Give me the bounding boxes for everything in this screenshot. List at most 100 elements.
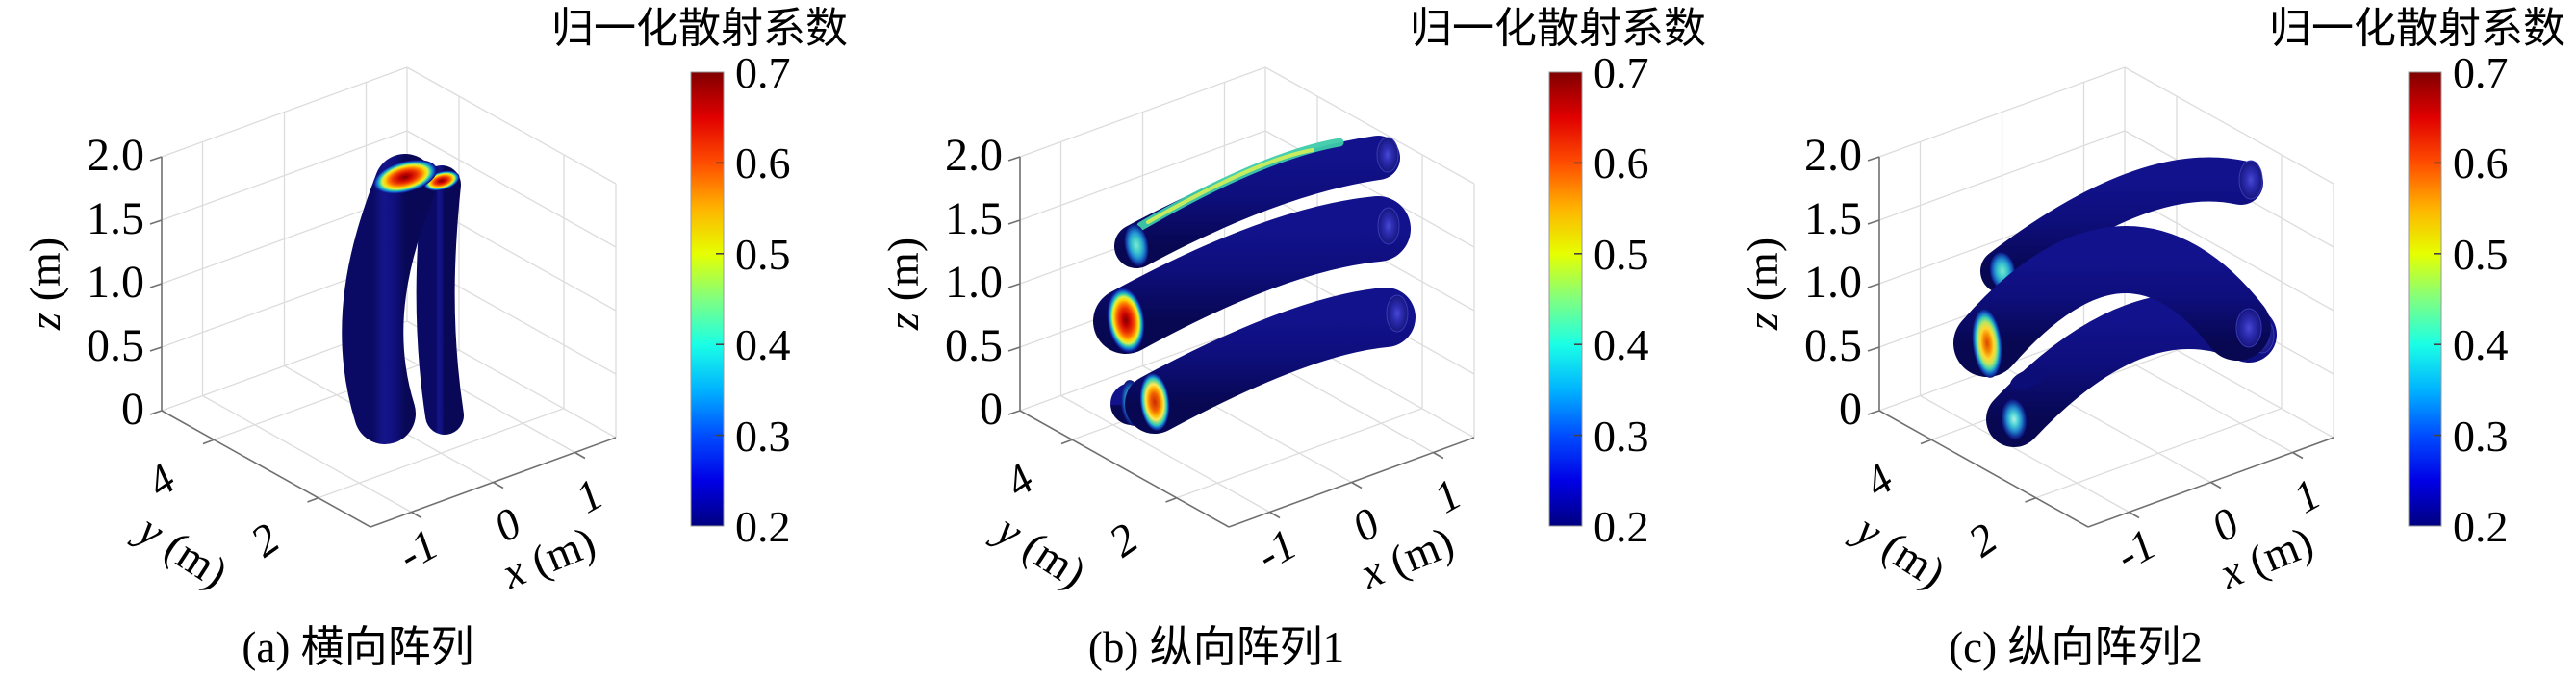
panel-a: 2.0 1.5 1.0 0.5 0 4 2 -1 0 1 z(m) y(m) x… [20, 5, 848, 671]
z-tick-label: 1.0 [87, 257, 144, 308]
surface-beam-middle [1093, 196, 1411, 354]
y-tick-label: 2 [1959, 514, 2005, 566]
hotspot-endcap-top [1124, 224, 1149, 266]
z-axis-label: z(m) [879, 238, 928, 331]
surface-beam-top [1980, 157, 2263, 293]
colorbar-tick-label: 0.7 [1594, 48, 1649, 97]
colorbar-tick-label: 0.7 [2453, 48, 2509, 97]
x-tick-label: 0 [486, 498, 529, 552]
flare-tip-middle [2235, 308, 2262, 348]
flare-tip-top [1376, 137, 1399, 173]
panel-b: 2.0 1.5 1.0 0.5 0 4 2 -1 0 1 z(m) y(m) x… [879, 5, 1706, 671]
isosurfaces-beams [1093, 136, 1416, 434]
y-axis-label: y(m) [1845, 503, 1954, 598]
panel-c: 2.0 1.5 1.0 0.5 0 4 2 -1 0 1 z(m) y(m) x… [1738, 5, 2565, 671]
z-axis-tick-labels: 2.0 1.5 1.0 0.5 0 [87, 130, 144, 435]
z-tick-label: 1.0 [1804, 257, 1862, 308]
surface-beam-top [1114, 136, 1400, 268]
isosurfaces-beams [1953, 157, 2277, 447]
colorbar-tick-label: 0.6 [1594, 138, 1649, 188]
hotspot-endcap-middle [1107, 288, 1145, 353]
x-tick-label: -1 [1248, 519, 1305, 580]
caption-c: (c) 纵向阵列2 [1949, 623, 2203, 671]
z-tick-label: 0.5 [87, 320, 144, 371]
y-tick-label: 4 [1855, 454, 1901, 507]
colorbar-tick-label: 0.7 [735, 48, 791, 97]
caption-a: (a) 横向阵列 [242, 623, 473, 671]
colorbar-tick-label: 0.4 [1594, 320, 1649, 369]
y-tick-label: 2 [242, 514, 288, 566]
flare-tip-bottom [1386, 294, 1409, 333]
z-tick-label: 0 [121, 384, 144, 435]
z-axis-tick-labels: 2.0 1.5 1.0 0.5 0 [1804, 130, 1862, 435]
colorbar: 归一化散射系数 0.7 0.6 0.5 0.4 0.3 0.2 [1410, 5, 1706, 551]
surface-column-left [342, 154, 436, 444]
z-tick-label: 2.0 [1804, 130, 1862, 181]
z-tick-label: 0 [980, 384, 1003, 435]
colorbar-ticks [1574, 162, 1582, 437]
y-axis-label: y(m) [127, 503, 237, 598]
x-tick-label: 0 [2204, 498, 2247, 552]
flare-tip-middle [1377, 207, 1400, 245]
z-axis-label: z(m) [20, 238, 69, 331]
colorbar-gradient [690, 71, 725, 527]
hotspot-endcap-bottom [2001, 399, 2028, 439]
x-tick-label: 1 [568, 469, 611, 523]
x-tick-label: 1 [2285, 469, 2329, 523]
colorbar-tick-label: 0.3 [735, 412, 791, 461]
colorbar-tick-label: 0.4 [2453, 320, 2509, 369]
surface-beam-middle [1953, 226, 2271, 377]
colorbar-ticks [2434, 162, 2441, 437]
y-axis-label: y(m) [985, 503, 1095, 598]
z-tick-label: 0 [1839, 384, 1862, 435]
colorbar: 归一化散射系数 0.7 0.6 0.5 0.4 0.3 0.2 [2269, 5, 2565, 551]
colorbar-tick-label: 0.3 [2453, 412, 2509, 461]
surface-beam-bottom [1125, 288, 1416, 434]
isosurfaces-columns [342, 154, 464, 444]
axis-frame [149, 156, 617, 528]
z-tick-label: 1.5 [945, 193, 1003, 244]
flare-tip-top [2238, 160, 2263, 200]
z-axis-tick-labels: 2.0 1.5 1.0 0.5 0 [945, 130, 1003, 435]
colorbar-tick-label: 0.6 [2453, 138, 2509, 188]
x-tick-label: 1 [1426, 469, 1469, 523]
colorbar-title: 归一化散射系数 [1410, 5, 1706, 52]
y-tick-label: 2 [1100, 514, 1146, 566]
z-tick-label: 2.0 [945, 130, 1003, 181]
colorbar: 归一化散射系数 0.7 0.6 0.5 0.4 0.3 0.2 [551, 5, 848, 551]
x-tick-label: 0 [1344, 498, 1388, 552]
hotspot-endcap-middle [1972, 309, 2002, 378]
colorbar-title: 归一化散射系数 [2269, 5, 2565, 52]
colorbar-tick-label: 0.5 [1594, 230, 1649, 279]
z-tick-label: 1.5 [1804, 193, 1862, 244]
caption-b: (b) 纵向阵列1 [1088, 623, 1344, 671]
surface-column-right [416, 165, 464, 435]
colorbar-tick-label: 0.5 [2453, 230, 2509, 279]
axis-frame [1007, 156, 1475, 528]
beam-top-ridge-stripe-core [1146, 148, 1314, 224]
colorbar-ticks [716, 162, 724, 437]
z-tick-label: 0.5 [945, 320, 1003, 371]
z-tick-label: 1.0 [945, 257, 1003, 308]
y-tick-label: 4 [996, 454, 1042, 507]
colorbar-title: 归一化散射系数 [551, 5, 848, 52]
hotspot-endcap-left [372, 160, 438, 194]
colorbar-tick-label: 0.4 [735, 320, 791, 369]
z-axis-label: z(m) [1738, 238, 1787, 331]
z-tick-label: 0.5 [1804, 320, 1862, 371]
axis-frame [1867, 156, 2334, 528]
z-tick-label: 1.5 [87, 193, 144, 244]
colorbar-gradient [2408, 71, 2442, 527]
z-tick-label: 2.0 [87, 130, 144, 181]
colorbar-tick-label: 0.2 [2453, 502, 2509, 551]
colorbar-tick-label: 0.2 [735, 502, 791, 551]
colorbar-tick-label: 0.5 [735, 230, 791, 279]
x-tick-label: -1 [2107, 519, 2164, 580]
surface-fin [2010, 368, 2045, 389]
x-tick-label: -1 [390, 519, 446, 580]
colorbar-gradient [1548, 71, 1583, 527]
colorbar-tick-label: 0.3 [1594, 412, 1649, 461]
colorbar-tick-label: 0.2 [1594, 502, 1649, 551]
colorbar-tick-label: 0.6 [735, 138, 791, 188]
